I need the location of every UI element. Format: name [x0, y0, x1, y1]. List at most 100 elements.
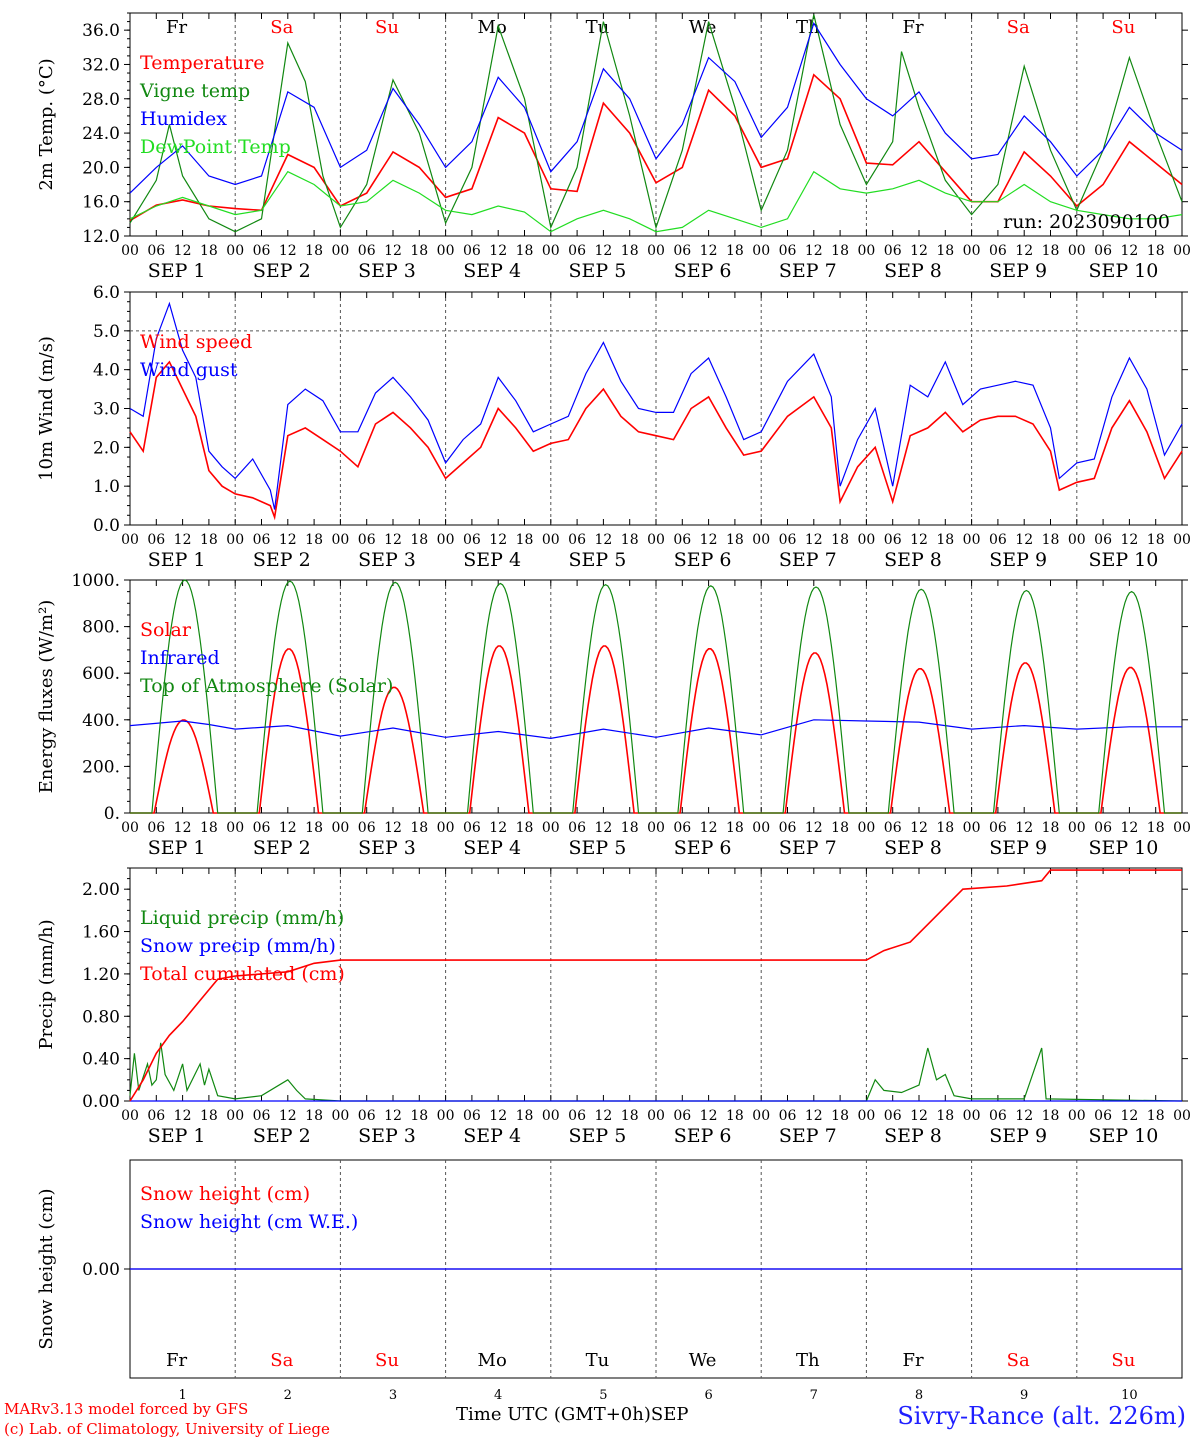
- hour-label: 18: [516, 1108, 534, 1124]
- hour-label: 00: [226, 243, 244, 259]
- hour-label: 12: [1120, 243, 1138, 259]
- legend-entry: Snow height (cm): [140, 1183, 310, 1205]
- hour-label: 00: [331, 1108, 349, 1124]
- hour-label: 18: [1147, 532, 1165, 548]
- hour-label: 12: [805, 820, 823, 836]
- y-tick-label: 800.: [82, 618, 120, 638]
- day-of-week-label: Fr: [902, 17, 923, 38]
- hour-label: 06: [989, 532, 1007, 548]
- date-label: SEP 10: [1088, 1125, 1158, 1147]
- day-of-week-label: Tu: [586, 1350, 610, 1371]
- hour-label: 12: [594, 1108, 612, 1124]
- hour-label: 06: [673, 532, 691, 548]
- hour-label: 18: [516, 532, 534, 548]
- y-axis-label: Precip (mm/h): [36, 919, 57, 1049]
- legend-entry: Liquid precip (mm/h): [140, 907, 344, 929]
- day-of-week-label: Fr: [166, 1350, 187, 1371]
- date-label: SEP 4: [463, 260, 521, 282]
- hour-label: 00: [647, 243, 665, 259]
- date-label: SEP 4: [463, 549, 521, 571]
- hour-label: 00: [542, 1108, 560, 1124]
- hour-label: 18: [936, 820, 954, 836]
- hour-label: 06: [358, 532, 376, 548]
- hour-label: 18: [200, 820, 218, 836]
- hour-label: 06: [884, 1108, 902, 1124]
- hour-label: 12: [1120, 820, 1138, 836]
- hour-label: 18: [516, 820, 534, 836]
- hour-label: 12: [279, 820, 297, 836]
- hour-label: 00: [647, 532, 665, 548]
- hour-label: 06: [358, 243, 376, 259]
- day-number-label: 1: [178, 1388, 186, 1403]
- hour-label: 18: [621, 532, 639, 548]
- day-number-label: 3: [389, 1388, 397, 1403]
- day-of-week-label: Su: [1111, 1350, 1135, 1371]
- date-label: SEP 7: [779, 549, 837, 571]
- date-label: SEP 10: [1088, 260, 1158, 282]
- legend-entry: Total cumulated (cm): [140, 963, 345, 985]
- hour-label: 00: [121, 1108, 139, 1124]
- date-label: SEP 9: [989, 1125, 1047, 1147]
- hour-label: 00: [437, 1108, 455, 1124]
- day-of-week-label: Sa: [270, 1350, 293, 1371]
- date-label: SEP 9: [989, 549, 1047, 571]
- hour-label: 18: [410, 243, 428, 259]
- hour-label: 00: [226, 820, 244, 836]
- day-of-week-label: Mo: [478, 17, 507, 38]
- hour-label: 00: [1068, 820, 1086, 836]
- day-of-week-label: We: [689, 1350, 717, 1371]
- hour-label: 00: [542, 820, 560, 836]
- hour-label: 18: [200, 532, 218, 548]
- hour-label: 12: [279, 243, 297, 259]
- hour-label: 18: [410, 1108, 428, 1124]
- y-tick-label: 2.0: [93, 438, 120, 458]
- series-line: [130, 579, 1182, 814]
- hour-label: 00: [647, 820, 665, 836]
- hour-label: 18: [1147, 1108, 1165, 1124]
- x-axis-title-text: Time UTC (GMT+0h): [456, 1404, 651, 1425]
- y-tick-label: 28.0: [82, 90, 120, 110]
- y-tick-label: 600.: [82, 664, 120, 684]
- y-axis-label: 10m Wind (m/s): [36, 336, 57, 481]
- hour-label: 12: [1015, 820, 1033, 836]
- date-label: SEP 6: [674, 837, 732, 859]
- date-label: SEP 9: [989, 837, 1047, 859]
- y-tick-label: 0.: [104, 804, 120, 824]
- y-tick-label: 0.80: [82, 1007, 120, 1027]
- legend-entry: Wind gust: [140, 359, 238, 381]
- date-label: SEP 2: [253, 549, 311, 571]
- date-label: SEP 3: [358, 1125, 416, 1147]
- hour-label: 00: [542, 532, 560, 548]
- hour-label: 12: [174, 820, 192, 836]
- y-tick-label: 2.00: [82, 880, 120, 900]
- hour-label: 06: [884, 243, 902, 259]
- hour-label: 12: [910, 820, 928, 836]
- hour-label: 00: [331, 820, 349, 836]
- hour-label: 18: [1147, 243, 1165, 259]
- hour-label: 18: [200, 1108, 218, 1124]
- y-tick-label: 24.0: [82, 124, 120, 144]
- date-label: SEP 3: [358, 549, 416, 571]
- hour-label: 18: [1042, 243, 1060, 259]
- hour-label: 00: [857, 532, 875, 548]
- hour-label: 00: [752, 243, 770, 259]
- hour-label: 12: [700, 532, 718, 548]
- hour-label: 18: [1042, 1108, 1060, 1124]
- hour-label: 06: [253, 1108, 271, 1124]
- date-label: SEP 8: [884, 549, 942, 571]
- hour-label: 12: [384, 243, 402, 259]
- hour-label: 06: [358, 1108, 376, 1124]
- day-of-week-label: Su: [375, 17, 399, 38]
- hour-label: 06: [673, 243, 691, 259]
- day-number-label: 6: [704, 1388, 712, 1403]
- legend-entry: Wind speed: [140, 331, 252, 353]
- hour-label: 12: [700, 243, 718, 259]
- hour-label: 00: [1173, 532, 1191, 548]
- hour-label: 06: [779, 532, 797, 548]
- hour-label: 12: [910, 532, 928, 548]
- hour-label: 12: [279, 532, 297, 548]
- hour-label: 06: [989, 820, 1007, 836]
- y-tick-label: 1000.: [71, 571, 120, 591]
- day-of-week-label: Mo: [478, 1350, 507, 1371]
